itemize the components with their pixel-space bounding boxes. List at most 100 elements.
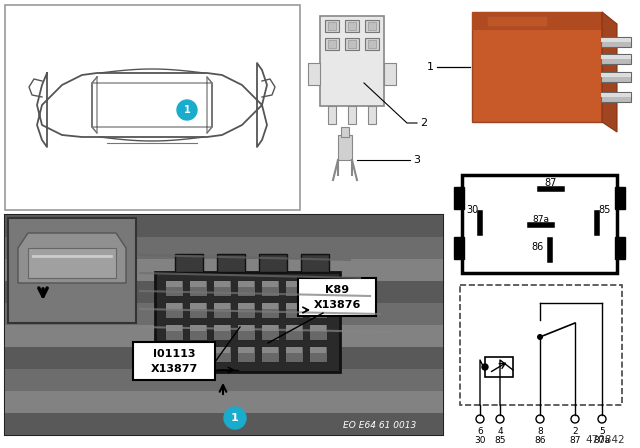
Bar [285, 324, 303, 340]
Text: 2: 2 [420, 118, 427, 128]
Bar [310, 347, 326, 353]
Bar [286, 281, 302, 287]
Bar [601, 38, 631, 42]
Bar [262, 347, 278, 353]
Bar [5, 413, 443, 435]
Bar [217, 254, 245, 272]
Bar [309, 346, 327, 362]
Bar [5, 215, 443, 435]
Bar [454, 187, 464, 209]
Bar [309, 302, 327, 318]
Bar [286, 325, 302, 331]
Text: 470842: 470842 [586, 435, 625, 445]
Text: 3: 3 [413, 155, 420, 165]
Bar [238, 281, 254, 287]
Bar [328, 22, 336, 30]
Text: 1: 1 [427, 62, 434, 72]
Bar [261, 346, 279, 362]
Bar [262, 281, 278, 287]
Bar [601, 55, 631, 59]
Bar [5, 303, 443, 325]
Bar [345, 38, 359, 50]
Text: 87a: 87a [532, 215, 550, 224]
Bar [238, 303, 254, 309]
Bar [328, 106, 336, 124]
Bar [601, 93, 631, 97]
Polygon shape [18, 233, 126, 283]
Bar [259, 254, 287, 272]
Bar [285, 346, 303, 362]
Bar [165, 280, 183, 296]
Bar [341, 127, 349, 137]
Bar [262, 303, 278, 309]
Bar [462, 175, 617, 273]
Text: 86: 86 [534, 436, 546, 445]
Bar [5, 215, 443, 237]
Bar [368, 40, 376, 48]
Bar [384, 63, 396, 85]
Bar [214, 347, 230, 353]
Bar [328, 40, 336, 48]
Text: 86: 86 [531, 242, 543, 252]
Circle shape [476, 415, 484, 423]
Text: 6: 6 [477, 427, 483, 436]
Bar [8, 218, 136, 323]
Bar [487, 16, 547, 26]
Bar [262, 325, 278, 331]
Bar [213, 324, 231, 340]
Text: EO E64 61 0013: EO E64 61 0013 [344, 421, 417, 430]
Bar [5, 237, 443, 259]
Bar [213, 302, 231, 318]
Bar [133, 342, 215, 380]
Bar [237, 280, 255, 296]
Bar [286, 347, 302, 353]
Bar [165, 346, 183, 362]
Polygon shape [602, 12, 617, 132]
Bar [214, 325, 230, 331]
Circle shape [224, 407, 246, 429]
Bar [615, 237, 625, 259]
Bar [261, 302, 279, 318]
Bar [166, 281, 182, 287]
Text: 1: 1 [231, 413, 239, 423]
Bar [285, 280, 303, 296]
Bar [5, 281, 443, 303]
Bar [213, 346, 231, 362]
Bar [365, 38, 379, 50]
Bar [310, 281, 326, 287]
Text: 8: 8 [537, 427, 543, 436]
Text: 4: 4 [497, 427, 503, 436]
Circle shape [482, 364, 488, 370]
Text: 30: 30 [466, 205, 478, 215]
Bar [238, 347, 254, 353]
Bar [166, 325, 182, 331]
Bar [310, 303, 326, 309]
Bar [214, 281, 230, 287]
Bar [368, 106, 376, 124]
Bar [286, 303, 302, 309]
Bar [472, 12, 602, 30]
Bar [320, 16, 384, 106]
Text: 87: 87 [545, 178, 557, 188]
Bar [325, 38, 339, 50]
Bar [298, 278, 376, 316]
Bar [601, 73, 631, 77]
Bar [213, 280, 231, 296]
Bar [345, 20, 359, 32]
Bar [309, 280, 327, 296]
Bar [365, 20, 379, 32]
Bar [454, 237, 464, 259]
Bar [189, 346, 207, 362]
Bar [166, 347, 182, 353]
Bar [460, 285, 622, 405]
Bar [472, 12, 602, 122]
Circle shape [536, 415, 544, 423]
Text: X13877: X13877 [150, 364, 198, 374]
Bar [214, 303, 230, 309]
Bar [325, 20, 339, 32]
Bar [308, 63, 320, 85]
Bar [368, 22, 376, 30]
Bar [165, 324, 183, 340]
Bar [601, 92, 631, 102]
Bar [28, 248, 116, 278]
